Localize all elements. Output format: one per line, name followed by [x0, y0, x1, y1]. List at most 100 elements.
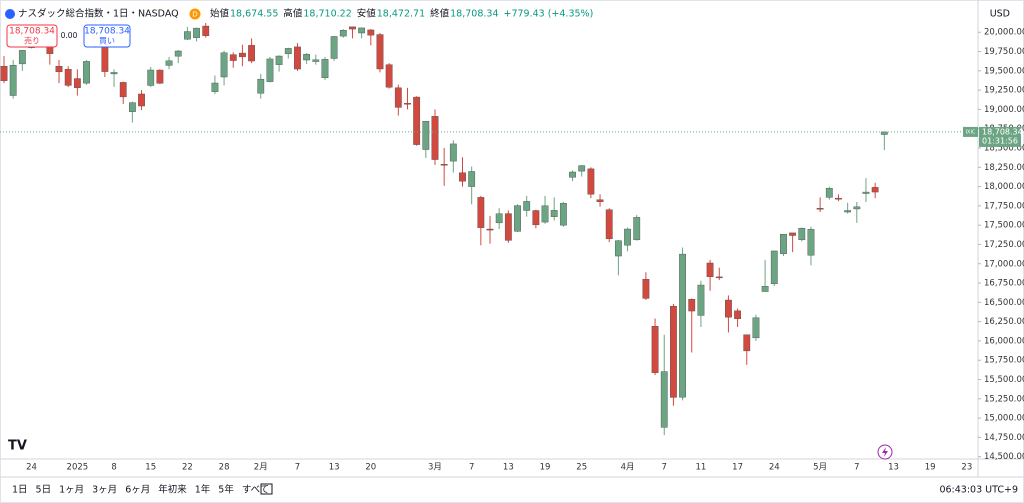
y-tick-label: 15,500.00	[984, 375, 1024, 385]
candle-body	[853, 206, 861, 210]
range-button[interactable]: 3ヶ月	[92, 485, 117, 496]
logo[interactable]: TV	[8, 439, 27, 454]
candle-body	[413, 96, 421, 145]
x-tick-label: 15	[145, 463, 156, 473]
candle-body	[798, 227, 806, 241]
sell-button[interactable]	[6, 24, 58, 48]
candle-body	[651, 326, 659, 373]
candle-body	[725, 299, 732, 318]
x-tick-label: 23	[961, 463, 972, 473]
candle-body	[312, 59, 320, 62]
y-tick-label: 19,750.00	[984, 47, 1024, 57]
candle-body	[422, 121, 430, 150]
candle-body	[532, 210, 540, 226]
range-button[interactable]: 年初来	[158, 484, 187, 496]
candle-body	[743, 334, 751, 352]
candle-body	[165, 60, 173, 66]
candle-body	[780, 233, 787, 254]
candle-body	[248, 45, 255, 62]
candle-body	[670, 305, 677, 398]
candle-body	[486, 228, 494, 231]
candle-body	[211, 82, 219, 92]
symbol-icon	[5, 9, 15, 19]
candle-body	[183, 31, 191, 40]
event-bolt	[882, 447, 888, 457]
y-tick-label: 14,750.00	[984, 433, 1024, 443]
candle-body	[706, 262, 714, 277]
candle-body	[523, 201, 531, 211]
x-tick-label: 19	[925, 463, 936, 473]
candle-body	[624, 228, 631, 246]
candle-body	[504, 213, 512, 241]
candle-body	[220, 52, 228, 78]
candle-body	[816, 207, 824, 210]
candle-body	[752, 317, 760, 339]
x-tick-label: 7	[295, 463, 300, 473]
buy-button[interactable]	[83, 24, 131, 48]
spread: 0.00	[61, 31, 78, 40]
y-tick-label: 17,750.00	[984, 201, 1024, 211]
candle-body	[596, 199, 604, 202]
candle-body	[862, 191, 870, 194]
ohlc-value: 18,710.22	[303, 9, 351, 20]
candle-body	[871, 187, 879, 193]
candle-body	[761, 286, 769, 292]
x-tick-label: 7	[469, 463, 474, 473]
candle-body	[404, 103, 411, 105]
clock: 06:43:03 UTC+9	[939, 485, 1018, 496]
x-tick-label: 22	[182, 463, 193, 473]
candle-body	[376, 34, 384, 70]
currency[interactable]: USD	[990, 9, 1010, 20]
candle-body	[294, 46, 301, 70]
candle-body	[193, 27, 200, 38]
candle-body	[688, 299, 696, 312]
symbol-tag	[963, 126, 978, 137]
candle-body	[284, 48, 292, 55]
range-button[interactable]: 5年	[218, 484, 234, 496]
y-tick-label: 17,250.00	[984, 240, 1024, 250]
candle-body	[770, 250, 778, 285]
calendar-icon[interactable]	[260, 483, 273, 495]
candle-body	[468, 171, 476, 187]
candle-body	[394, 87, 402, 108]
ohlc-value: 18,472.71	[377, 9, 425, 20]
candle-body	[431, 116, 439, 160]
x-tick-label: 17	[732, 463, 743, 473]
range-button[interactable]: 6ヶ月	[125, 485, 150, 496]
ohlc-label: 高値	[283, 8, 303, 20]
candle-body	[697, 284, 705, 316]
candle-body	[266, 58, 274, 82]
range-button[interactable]: 1ヶ月	[59, 485, 84, 496]
candle-body	[459, 172, 466, 182]
candle-body	[119, 82, 127, 98]
x-tick-label: 11	[696, 463, 707, 473]
candle-body	[83, 61, 90, 84]
range-button[interactable]: すべて	[242, 485, 269, 496]
candle-body	[559, 203, 567, 226]
y-tick-label: 16,750.00	[984, 279, 1024, 289]
y-tick-label: 15,750.00	[984, 356, 1024, 366]
y-tick-label: 16,500.00	[984, 298, 1024, 308]
candle-body	[367, 29, 375, 36]
candle-body	[633, 217, 641, 241]
y-tick-label: 15,000.00	[984, 414, 1024, 424]
candle-body	[110, 72, 118, 75]
candle-body	[55, 65, 63, 73]
ohlc-change: +779.43 (+4.35%)	[504, 9, 594, 20]
x-tick-label: 25	[576, 463, 587, 473]
range-button[interactable]: 1日	[12, 485, 28, 496]
range-button[interactable]: 5日	[36, 485, 52, 496]
symbol-title[interactable]: ナスダック総合指数・1日・NASDAQ	[18, 8, 179, 20]
candle-body	[275, 55, 283, 65]
candle-body	[147, 69, 155, 86]
candle-body	[807, 229, 815, 256]
candle-body	[128, 102, 136, 112]
range-button[interactable]: 1年	[195, 484, 211, 496]
price-tag-countdown: 01:31:56	[982, 136, 1018, 145]
candle-body	[734, 310, 742, 319]
sell-label: 売り	[24, 36, 40, 46]
y-tick-label: 18,500.00	[984, 143, 1024, 153]
candle-body	[0, 65, 8, 81]
x-tick-label: 2月	[254, 463, 268, 473]
